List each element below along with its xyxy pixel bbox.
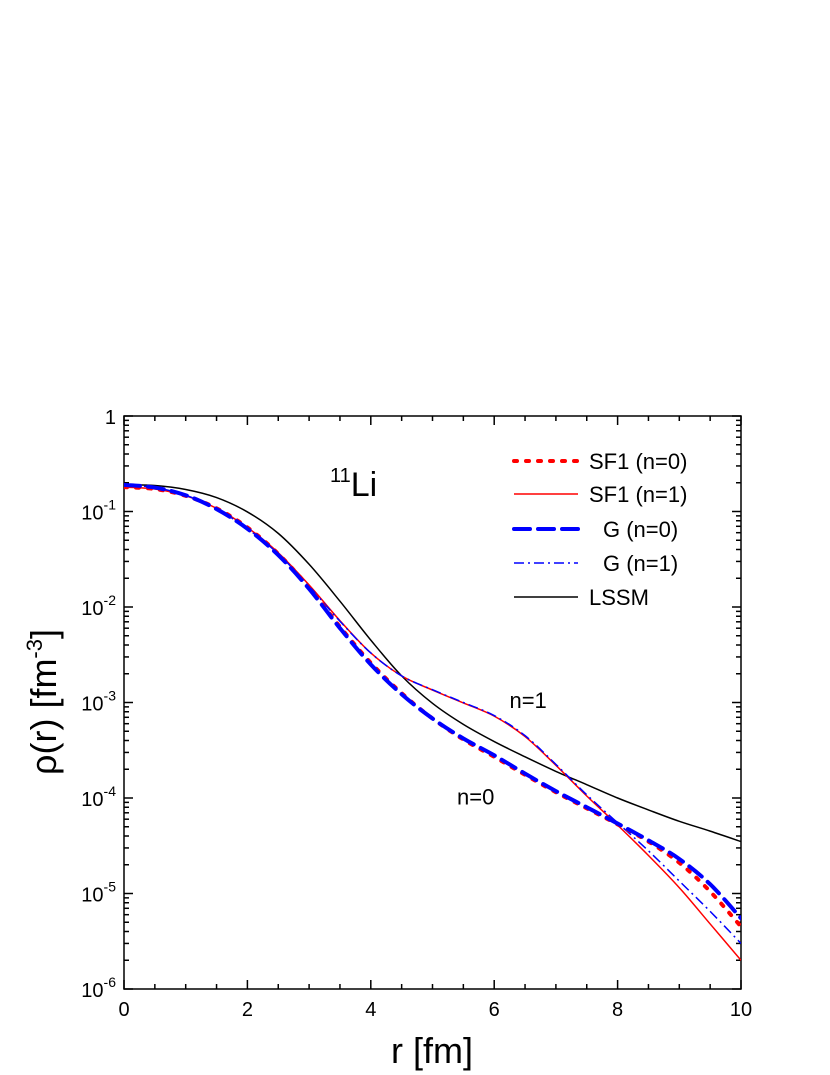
series-lines: [124, 482, 741, 961]
nucleus-mass-number: 11: [330, 465, 351, 487]
y-tick-exponent: -4: [104, 783, 117, 799]
annotation-n0: n=0: [457, 785, 494, 810]
y-axis-title: ρ(r) [fm-3]: [22, 629, 64, 775]
y-tick-label: 10-1: [81, 497, 116, 525]
y-tick-label: 10-4: [81, 783, 116, 811]
series-line-lssm: [124, 484, 741, 843]
y-axis-title-exponent: -3: [22, 639, 47, 659]
y-tick-label: 10-3: [81, 688, 116, 716]
y-tick-base: 10: [81, 885, 103, 907]
y-tick-label: 10-5: [81, 879, 116, 907]
nucleus-symbol: Li: [351, 466, 377, 504]
y-tick-label: 10-6: [81, 974, 116, 1002]
x-axis-title: r [fm]: [391, 1030, 473, 1071]
y-tick-base: 10: [81, 980, 103, 1002]
legend-label-g-n0: G (n=0): [603, 517, 678, 542]
series-line-g-n0: [124, 482, 741, 921]
y-tick-exponent: -6: [104, 974, 117, 990]
y-tick-base: 10: [81, 503, 103, 525]
y-tick-base: 10: [81, 694, 103, 716]
legend-label-sf1-n0: SF1 (n=0): [589, 449, 687, 474]
y-axis-title-main: ρ(r) [fm: [23, 659, 64, 775]
y-tick-base: 10: [81, 789, 103, 811]
x-tick-label: 0: [118, 999, 129, 1021]
y-tick-exponent: -1: [104, 497, 117, 513]
annotation-n1: n=1: [509, 688, 546, 713]
y-tick-base: 1: [105, 407, 116, 429]
y-tick-exponent: -5: [104, 879, 117, 895]
y-tick-exponent: -3: [104, 688, 117, 704]
y-tick-base: 10: [81, 598, 103, 620]
x-tick-label: 6: [489, 999, 500, 1021]
x-tick-label: 8: [612, 999, 623, 1021]
x-tick-label: 10: [730, 999, 752, 1021]
legend-label-sf1-n1: SF1 (n=1): [589, 482, 687, 507]
y-tick-label: 10-2: [81, 592, 116, 620]
legend-label-g-n1: G (n=1): [603, 551, 678, 576]
legend-label-lssm: LSSM: [589, 585, 649, 610]
legend: SF1 (n=0) SF1 (n=1) G (n=0) G (n=1) LSSM: [512, 449, 687, 610]
x-tick-label: 4: [365, 999, 376, 1021]
y-tick-exponent: -2: [104, 592, 117, 608]
x-tick-label: 2: [242, 999, 253, 1021]
nucleus-label: 11Li: [330, 465, 377, 504]
y-axis-title-tail: ]: [23, 629, 64, 639]
y-tick-label: 1: [105, 407, 116, 429]
